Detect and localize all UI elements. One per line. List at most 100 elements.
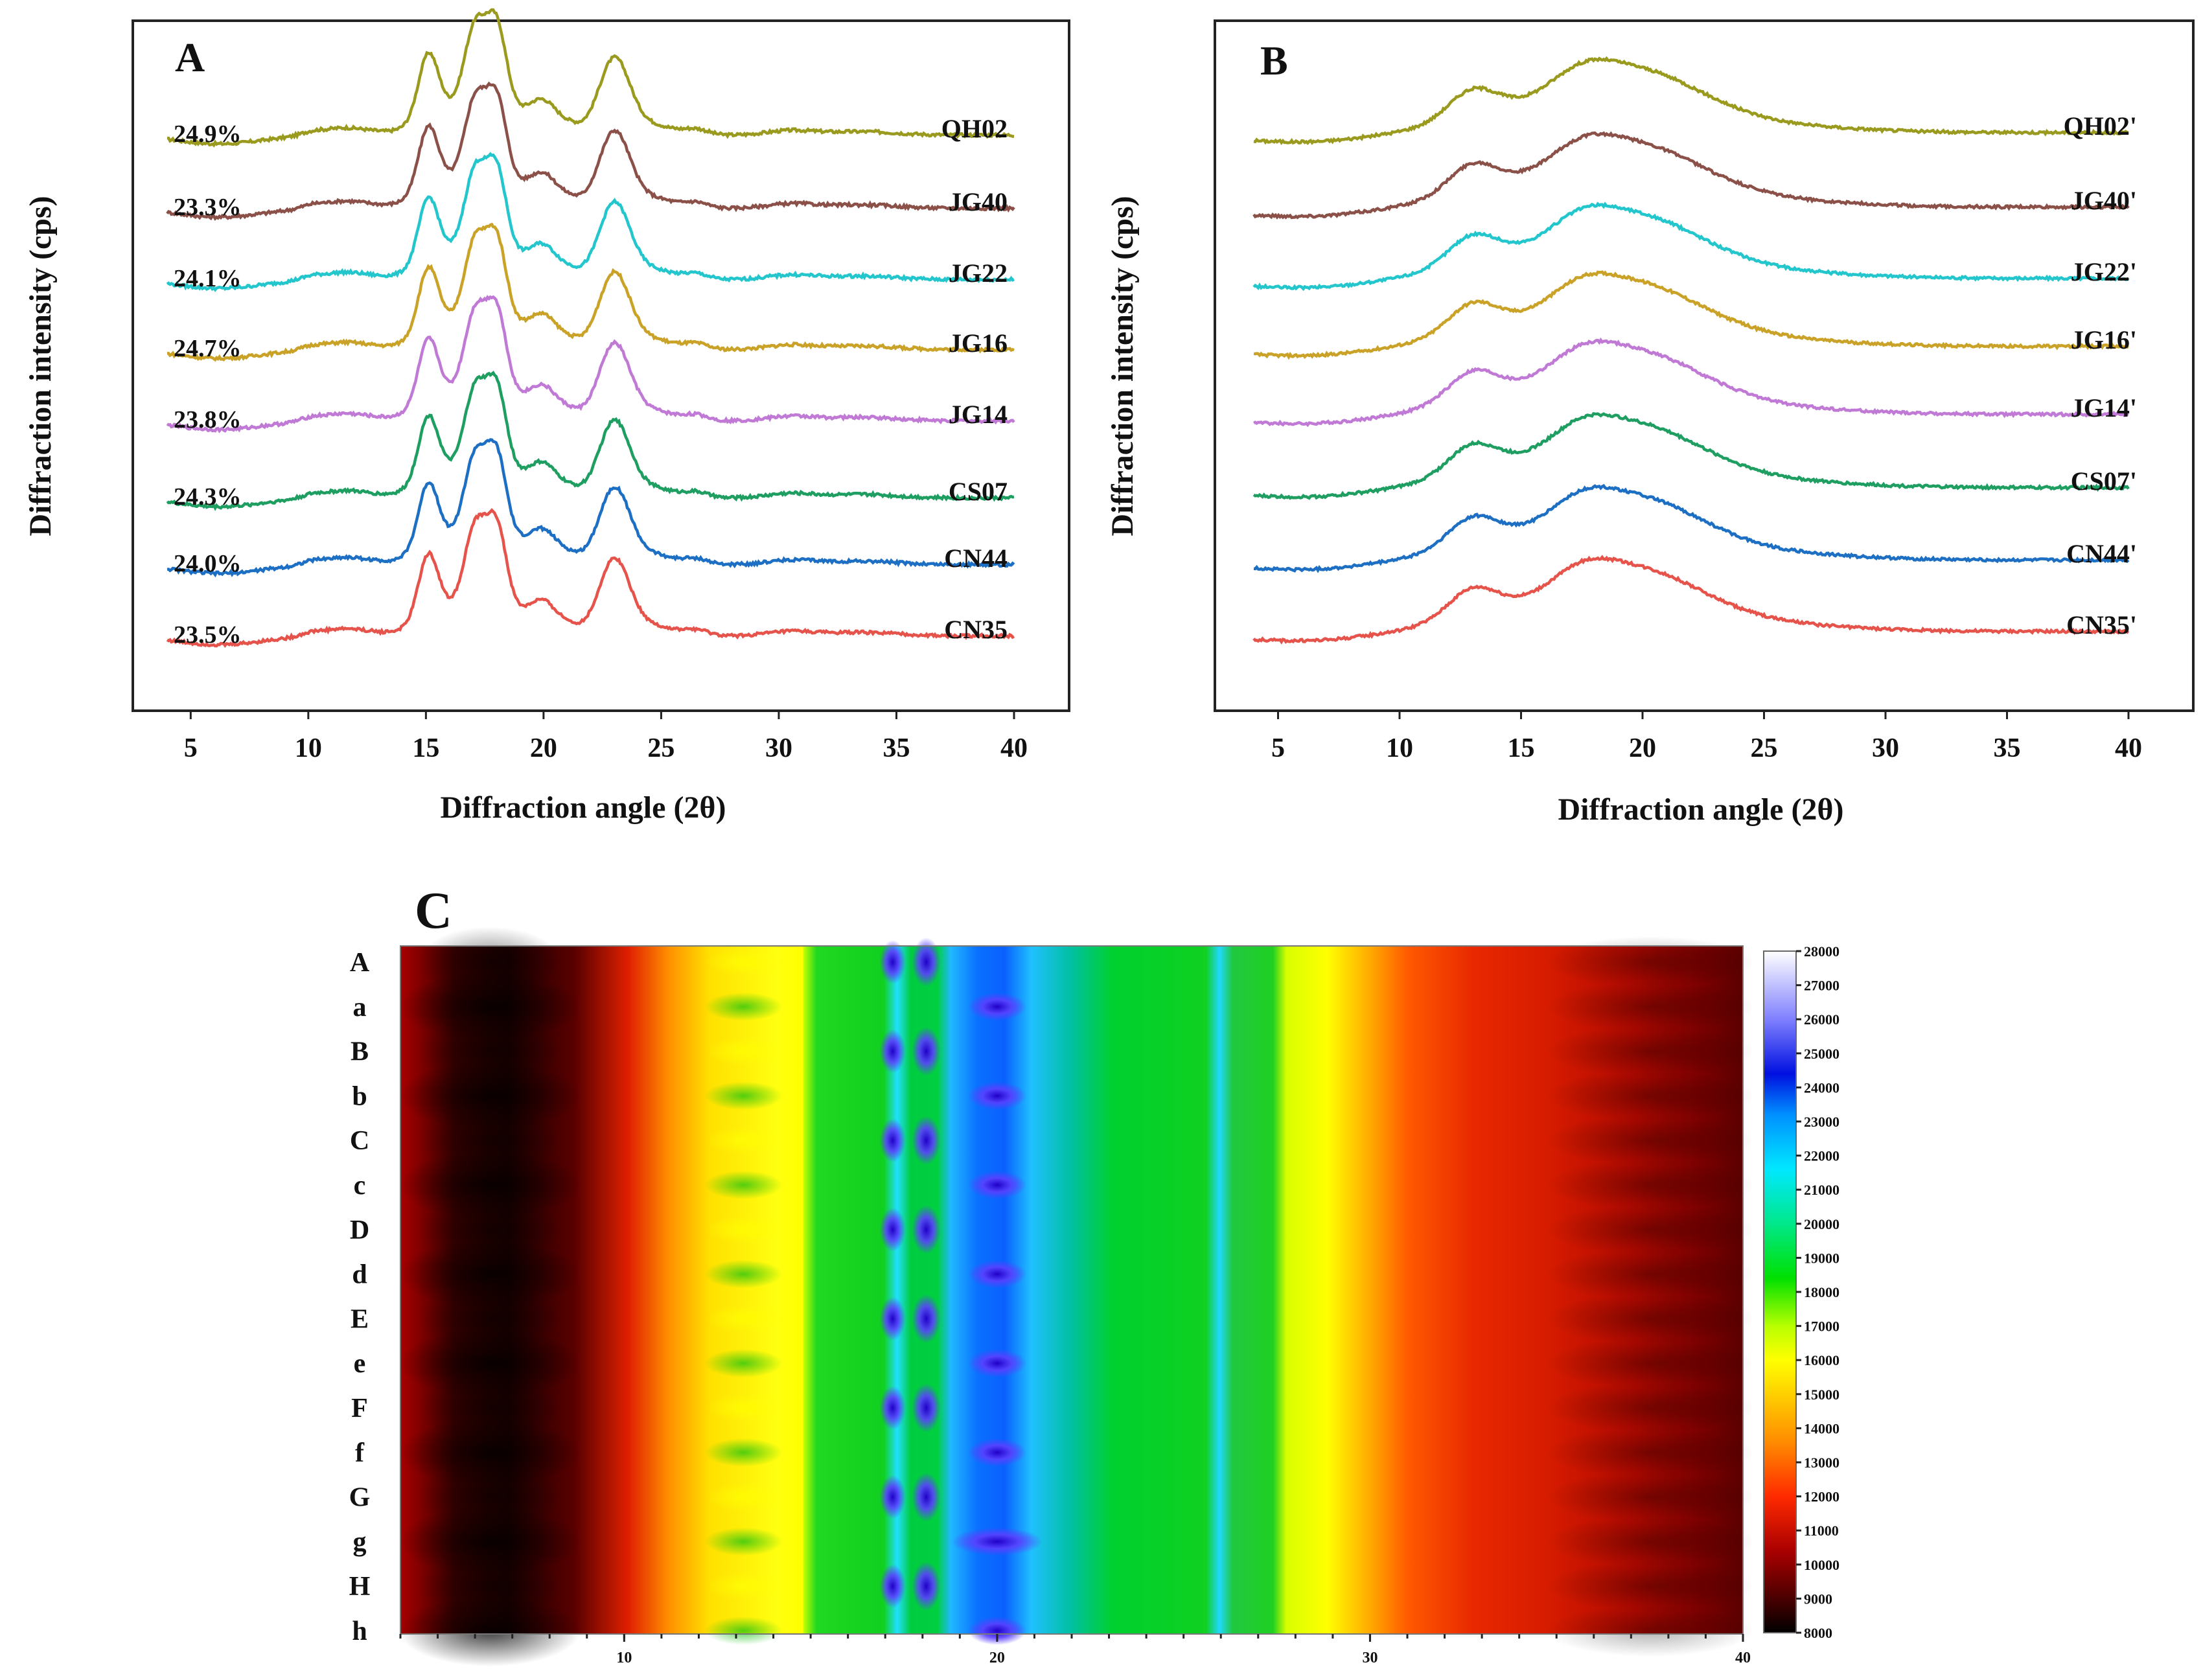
heatmap-row-label: c bbox=[354, 1171, 366, 1201]
panel-a-x-tick-label: 35 bbox=[882, 733, 910, 763]
panel-a-ylabel: Diffraction intensity (cps) bbox=[23, 196, 58, 536]
panel-a-series-jg16 bbox=[167, 222, 1015, 362]
colorbar-tick-label: 12000 bbox=[1804, 1489, 1840, 1505]
colorbar-tick-label: 25000 bbox=[1804, 1046, 1840, 1062]
heatmap-peak-blob bbox=[912, 1383, 941, 1433]
panel-b-series-label: JG14' bbox=[2071, 393, 2137, 422]
heatmap-peak-blob bbox=[951, 1527, 1043, 1556]
heatmap-peak-blob bbox=[912, 1026, 941, 1076]
heatmap-peak-blob bbox=[879, 1296, 906, 1341]
heatmap-row-label: b bbox=[352, 1081, 367, 1111]
heatmap-peak-blob bbox=[879, 1564, 906, 1609]
panel-b-frame bbox=[1214, 19, 2195, 712]
heatmap-dark-blob bbox=[1546, 1560, 1754, 1613]
colorbar-tick-label: 21000 bbox=[1804, 1182, 1840, 1198]
heatmap-finger bbox=[704, 1527, 783, 1556]
colorbar-tick-label: 19000 bbox=[1804, 1250, 1840, 1266]
heatmap-row-label: H bbox=[349, 1572, 371, 1602]
colorbar-tick-label: 11000 bbox=[1804, 1523, 1839, 1539]
heatmap-dark-blob bbox=[1546, 1025, 1754, 1077]
heatmap-finger bbox=[704, 1126, 783, 1155]
panel-b-series bbox=[1252, 131, 2130, 220]
panel-a-label: A bbox=[175, 34, 205, 80]
heatmap-peak-blob bbox=[967, 1438, 1026, 1467]
heatmap-finger bbox=[704, 992, 783, 1021]
heatmap-peak-blob bbox=[879, 1207, 906, 1252]
panel-b-x-ticks: 5 10 15 20 25 30 35 40 bbox=[1271, 711, 2142, 763]
heatmap-dark-blob bbox=[1546, 1337, 1754, 1390]
heatmap-finger bbox=[704, 1171, 783, 1199]
panel-b-series bbox=[1253, 337, 2128, 428]
heatmap-dark-blob bbox=[1546, 1159, 1754, 1211]
panel-a-series-label: JG16 bbox=[949, 328, 1008, 358]
panel-a-crystallinity-label: 24.1% bbox=[174, 265, 242, 292]
panel-b-x-tick-label: 35 bbox=[1994, 733, 2021, 763]
heatmap-peak-blob bbox=[879, 1475, 906, 1519]
colorbar-tick-label: 28000 bbox=[1804, 943, 1840, 960]
heatmap-row-label: a bbox=[353, 993, 367, 1022]
panel-b-series bbox=[1252, 412, 2130, 500]
panel-b-x-tick-label: 30 bbox=[1872, 733, 1899, 763]
heatmap-peak-blob bbox=[879, 1118, 906, 1163]
panel-a-series-label: JG22 bbox=[949, 259, 1008, 288]
heatmap-peak-blob bbox=[879, 1386, 906, 1430]
panel-b-x-tick-label: 25 bbox=[1751, 733, 1778, 763]
heatmap-x-tick-label: 10 bbox=[616, 1650, 632, 1666]
heatmap-base bbox=[400, 946, 1743, 1634]
panel-b-series-label: JG16' bbox=[2071, 325, 2137, 354]
panel-b-x-tick-label: 40 bbox=[2115, 733, 2142, 763]
heatmap-finger bbox=[704, 1260, 783, 1289]
panel-a-x-tick-label: 15 bbox=[412, 733, 439, 763]
colorbar-gradient bbox=[1763, 950, 1797, 1633]
heatmap-finger bbox=[704, 1304, 783, 1333]
panel-b-x-tick-label: 20 bbox=[1629, 733, 1656, 763]
heatmap-row-label: g bbox=[353, 1527, 367, 1557]
panel-b-series-label: CN35' bbox=[2066, 610, 2137, 639]
colorbar-tick-label: 23000 bbox=[1804, 1114, 1840, 1130]
panel-a-series-label: JG14 bbox=[949, 400, 1008, 429]
panel-a-crystallinity-label: 23.3% bbox=[174, 194, 242, 221]
heatmap-row-label: D bbox=[350, 1215, 369, 1245]
panel-a-series-label: CS07 bbox=[949, 477, 1008, 506]
panel-b-series-label: JG22' bbox=[2071, 257, 2137, 286]
panel-a-series-qh02 bbox=[167, 8, 1014, 148]
heatmap-peak-blob bbox=[967, 1171, 1026, 1199]
heatmap-peak-blob bbox=[967, 1260, 1026, 1289]
heatmap-finger bbox=[704, 1438, 783, 1467]
heatmap-dark-blob bbox=[1546, 936, 1754, 988]
panel-b-series-label: JG40' bbox=[2071, 186, 2137, 215]
heatmap-x-tick-label: 20 bbox=[989, 1650, 1005, 1666]
heatmap-finger bbox=[704, 1482, 783, 1512]
panel-a-series-label: CN35 bbox=[944, 615, 1008, 644]
heatmap-peak-blob bbox=[912, 1294, 941, 1344]
panel-b-x-tick-label: 5 bbox=[1271, 733, 1285, 763]
heatmap-row-label: e bbox=[354, 1349, 366, 1379]
colorbar-tick-label: 18000 bbox=[1804, 1284, 1840, 1300]
panel-a-series-cn35 bbox=[166, 508, 1015, 648]
heatmap-features bbox=[399, 926, 1754, 1666]
heatmap-dark-blob bbox=[1546, 1114, 1754, 1167]
panel-b-series bbox=[1253, 56, 2129, 146]
heatmap-dark-blob bbox=[1546, 1248, 1754, 1300]
colorbar-tick-label: 26000 bbox=[1804, 1011, 1840, 1028]
heatmap-peak-blob bbox=[967, 1081, 1026, 1110]
panel-b-x-tick-label: 10 bbox=[1386, 733, 1413, 763]
heatmap-x-ticks: 10 20 30 40 bbox=[399, 1634, 1751, 1666]
panel-a-x-tick-label: 20 bbox=[530, 733, 557, 763]
panel-a-frame bbox=[132, 19, 1070, 712]
panel-a-series-label: CN44 bbox=[944, 544, 1008, 573]
colorbar-tick-label: 10000 bbox=[1804, 1557, 1840, 1573]
heatmap-peak-blob bbox=[879, 940, 906, 984]
heatmap-dark-blob bbox=[1546, 1203, 1754, 1256]
heatmap-row-label: G bbox=[349, 1483, 371, 1513]
heatmap-finger bbox=[704, 1081, 783, 1110]
panel-a-crystallinity-label: 23.8% bbox=[174, 406, 242, 433]
colorbar-tick-label: 8000 bbox=[1804, 1625, 1832, 1641]
heatmap bbox=[399, 926, 1754, 1666]
heatmap-row-label: C bbox=[350, 1126, 369, 1156]
panel-b-series bbox=[1252, 555, 2130, 645]
panel-a-crystallinity-label: 24.7% bbox=[174, 335, 242, 362]
heatmap-finger bbox=[704, 948, 783, 976]
panel-a: A QH02 24.9% JG40 23.3% JG22 24.1% JG16 24.7% JG… bbox=[23, 8, 1070, 825]
